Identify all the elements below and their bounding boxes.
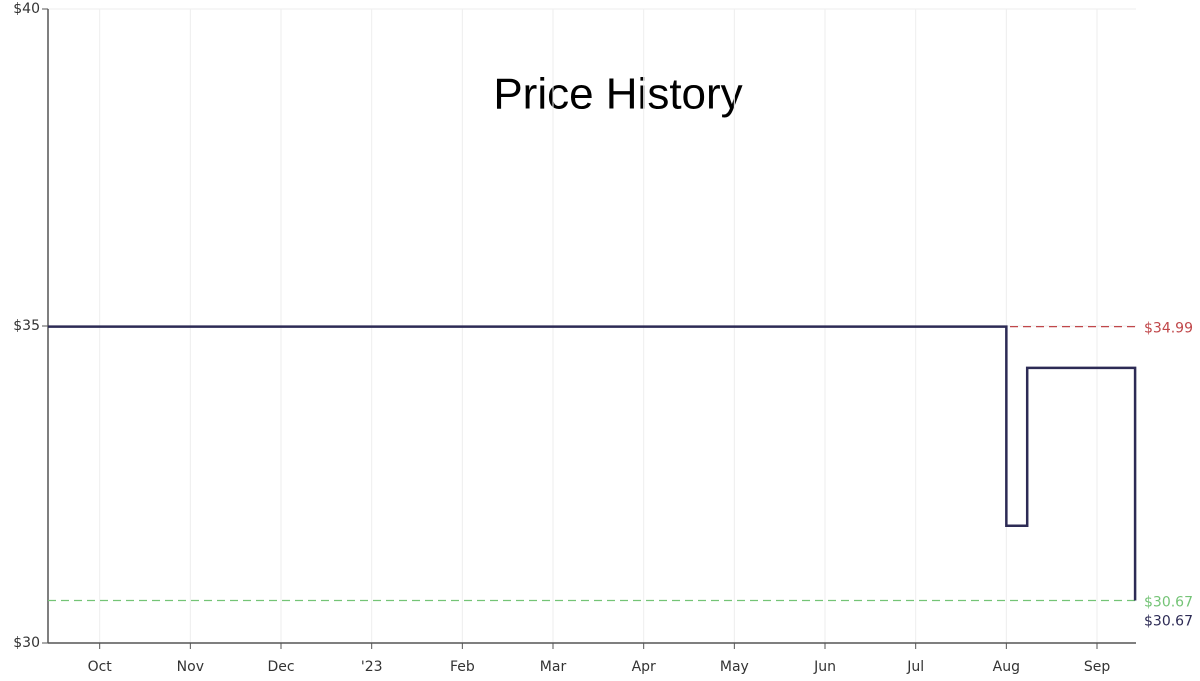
x-tick-label: Apr	[632, 659, 656, 675]
x-tick-label: Jul	[906, 659, 924, 675]
x-tick-label: Aug	[993, 659, 1020, 675]
reference-label: $30.67	[1144, 595, 1193, 611]
x-tick-label: Jun	[813, 659, 836, 675]
x-tick-label: Dec	[267, 659, 294, 675]
x-tick-label: May	[720, 659, 749, 675]
x-tick-label: Oct	[88, 659, 113, 675]
x-tick-label: Sep	[1084, 659, 1111, 675]
x-tick-label: Feb	[450, 659, 475, 675]
y-tick-label: $30	[13, 635, 40, 651]
y-tick-label: $35	[13, 318, 40, 334]
reference-label: $34.99	[1144, 321, 1193, 337]
chart-title: Price History	[493, 70, 742, 119]
price-line	[48, 325, 1137, 601]
x-tick-label: Mar	[540, 659, 567, 675]
x-tick-label: '23	[361, 659, 383, 675]
current-price-label: $30.67	[1144, 614, 1193, 630]
x-tick-label: Nov	[177, 659, 204, 675]
y-tick-label: $40	[13, 1, 40, 17]
